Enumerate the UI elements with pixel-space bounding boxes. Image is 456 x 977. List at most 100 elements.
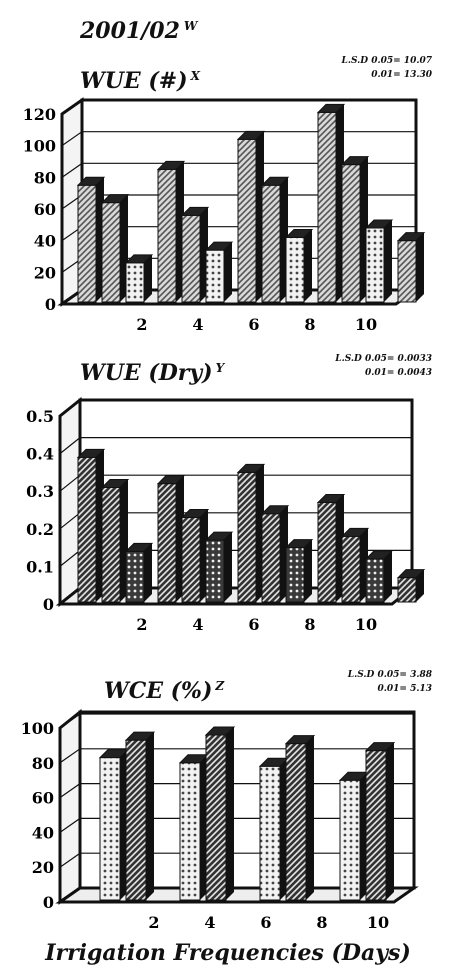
panel1-lsd-001: 0.01= 13.30: [371, 70, 432, 80]
x-tick-label: 2: [148, 913, 159, 932]
bar: [258, 757, 290, 901]
gridline: [61, 131, 416, 147]
bar: [180, 206, 210, 303]
bar: [364, 219, 394, 303]
panel2-title-text: WUE (Dry): [80, 360, 213, 386]
side-wall: [58, 708, 82, 905]
gridline: [59, 437, 412, 455]
bar: [260, 176, 290, 303]
panel1-lsd-005: L.S.D 0.05= 10.07: [341, 56, 433, 66]
gridline: [61, 99, 416, 115]
side-wall: [58, 396, 82, 608]
x-tick-label: 6: [248, 315, 259, 334]
panel2-chart: 0 0.1 0.2 0.3 0.4 0.5 2 4 6 8 10: [26, 396, 426, 634]
bar: [340, 156, 370, 303]
bar: [284, 735, 316, 901]
bar: [236, 463, 266, 603]
gridline: [61, 162, 416, 178]
bar: [316, 103, 346, 303]
bar: [204, 241, 234, 303]
x-tick-label: 4: [204, 913, 215, 932]
bar: [364, 550, 394, 603]
panel1-chart: 0 20 40 60 80 100 120 2 4 6 8 10: [23, 97, 426, 334]
panel1-title: WUE (#) X: [80, 68, 200, 94]
y-tick-label: 40: [32, 823, 54, 842]
panel2-title-sup: Y: [215, 360, 225, 375]
bar: [340, 527, 370, 603]
panel3-title-sup: Z: [215, 678, 225, 693]
y-tick-label: 0.5: [26, 407, 54, 426]
y-tick-label: 100: [21, 719, 54, 738]
x-tick-label: 8: [304, 615, 315, 634]
bar: [100, 194, 130, 303]
x-tick-label: 10: [355, 315, 377, 334]
bar: [100, 478, 130, 603]
y-tick-label: 0.1: [26, 557, 54, 576]
panel3-chart: 0 20 40 60 80 100 2 4 6 8 10: [21, 708, 419, 932]
bar: [364, 742, 396, 901]
bar: [338, 771, 370, 901]
y-tick-label: 80: [34, 168, 56, 187]
y-tick-label: 0.2: [26, 520, 54, 539]
y-tick-label: 0.3: [26, 482, 54, 501]
bar: [204, 531, 234, 603]
bar: [260, 505, 290, 603]
x-tick-label: 4: [192, 615, 203, 634]
y-tick-label: 20: [32, 858, 54, 877]
bar: [284, 229, 314, 303]
x-tick-label: 10: [355, 615, 377, 634]
x-tick-label: 10: [367, 913, 389, 932]
x-tick-label: 4: [192, 315, 203, 334]
panel2-lsd-001: 0.01= 0.0043: [364, 368, 432, 378]
x-tick-label: 8: [304, 315, 315, 334]
panel1-title-text: WUE (#): [80, 68, 188, 94]
figure-year-title: 2001/02 W: [80, 18, 197, 44]
y-tick-label: 0.4: [26, 445, 54, 464]
panel2-title: WUE (Dry) Y: [80, 360, 224, 386]
year-text: 2001/02: [80, 18, 180, 44]
bar: [178, 754, 210, 901]
bar: [76, 176, 106, 303]
x-tick-label: 2: [136, 315, 147, 334]
bar: [396, 232, 426, 303]
y-tick-label: 20: [34, 263, 56, 282]
bar: [76, 448, 106, 603]
x-axis-footer-label: Irrigation Frequencies (Days): [45, 940, 411, 966]
bar: [124, 254, 154, 303]
panel3-lsd-005: L.S.D 0.05= 3.88: [347, 670, 432, 680]
y-tick-label: 120: [23, 105, 56, 124]
x-tick-label: 2: [136, 615, 147, 634]
bar: [124, 731, 156, 901]
bar: [156, 160, 186, 303]
bar: [236, 130, 266, 303]
bar: [284, 539, 314, 603]
bar: [316, 493, 346, 603]
y-tick-label: 100: [23, 137, 56, 156]
y-tick-label: 0: [45, 295, 56, 314]
bar: [156, 475, 186, 603]
panel3-title-text: WCE (%): [104, 678, 213, 704]
panel3-lsd: L.S.D 0.05= 3.88 0.01= 5.13: [348, 668, 432, 696]
y-tick-label: 80: [32, 754, 54, 773]
gridline: [59, 713, 414, 729]
panel2-lsd-005: L.S.D 0.05= 0.0033: [335, 354, 432, 364]
bar: [98, 749, 130, 901]
x-tick-label: 6: [248, 615, 259, 634]
y-tick-label: 60: [34, 200, 56, 219]
y-tick-label: 60: [32, 789, 54, 808]
gridline: [59, 399, 412, 417]
y-tick-label: 0: [43, 595, 54, 614]
x-tick-label: 8: [316, 913, 327, 932]
panel3-lsd-001: 0.01= 5.13: [377, 684, 432, 694]
bar: [180, 509, 210, 603]
bar: [396, 569, 426, 603]
panel1-lsd: L.S.D 0.05= 10.07 0.01= 13.30: [342, 54, 433, 82]
y-tick-label: 0: [43, 893, 54, 912]
panel3-title: WCE (%) Z: [104, 678, 224, 704]
panel1-title-sup: X: [190, 68, 200, 83]
bar: [124, 542, 154, 603]
y-tick-label: 40: [34, 232, 56, 251]
panel2-lsd: L.S.D 0.05= 0.0033 0.01= 0.0043: [335, 352, 432, 380]
year-superscript: W: [183, 18, 198, 33]
x-tick-label: 6: [260, 913, 271, 932]
